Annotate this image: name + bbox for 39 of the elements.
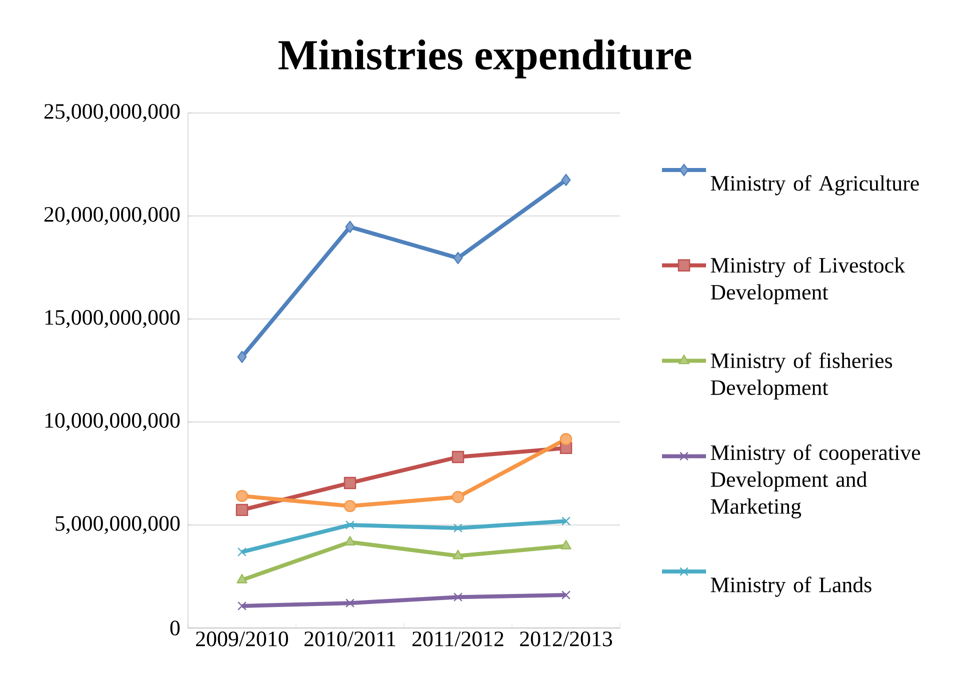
point bbox=[562, 590, 570, 600]
point bbox=[237, 350, 247, 363]
point bbox=[236, 504, 248, 516]
point bbox=[452, 450, 464, 464]
point bbox=[344, 536, 356, 546]
y-tick-label: 5,000,000,000 bbox=[56, 516, 180, 534]
point bbox=[344, 500, 356, 512]
x-tick-label: 2010/2011 bbox=[304, 632, 396, 646]
y-tick-label: 15,000,000,000 bbox=[45, 310, 180, 328]
point bbox=[452, 550, 464, 560]
legend-label: Ministry of Lands bbox=[710, 576, 872, 597]
legend-label: Ministry of Livestock Development bbox=[710, 257, 906, 304]
y-tick-label: 25,000,000,000 bbox=[44, 104, 180, 122]
legend-label: Ministry of cooperative Development and Marketing bbox=[710, 444, 920, 518]
x-tick-label: 2009/2010 bbox=[196, 632, 288, 646]
point bbox=[560, 432, 572, 446]
point bbox=[454, 592, 462, 602]
point bbox=[562, 516, 570, 526]
chart-title: Ministries expenditure bbox=[278, 40, 692, 78]
legend-label: Ministry of fisheries Development bbox=[710, 352, 892, 400]
point bbox=[238, 547, 246, 556]
y-tick-label: 20,000,000,000 bbox=[44, 207, 180, 225]
y-tick-label: 10,000,000,000 bbox=[45, 413, 180, 431]
point bbox=[452, 490, 464, 504]
point bbox=[236, 574, 248, 584]
point bbox=[236, 490, 248, 502]
point bbox=[344, 476, 356, 490]
point bbox=[560, 540, 572, 550]
point bbox=[453, 252, 463, 264]
x-tick-label: 2011/2012 bbox=[412, 632, 504, 646]
point bbox=[561, 174, 571, 186]
y-tick-label: 0 bbox=[170, 620, 180, 636]
point bbox=[238, 601, 246, 610]
x-tick-label: 2012/2013 bbox=[520, 632, 612, 646]
point bbox=[345, 220, 355, 234]
legend-label: Ministry of Agriculture bbox=[710, 175, 919, 196]
point bbox=[346, 598, 354, 608]
point bbox=[346, 520, 354, 530]
point bbox=[454, 524, 462, 533]
